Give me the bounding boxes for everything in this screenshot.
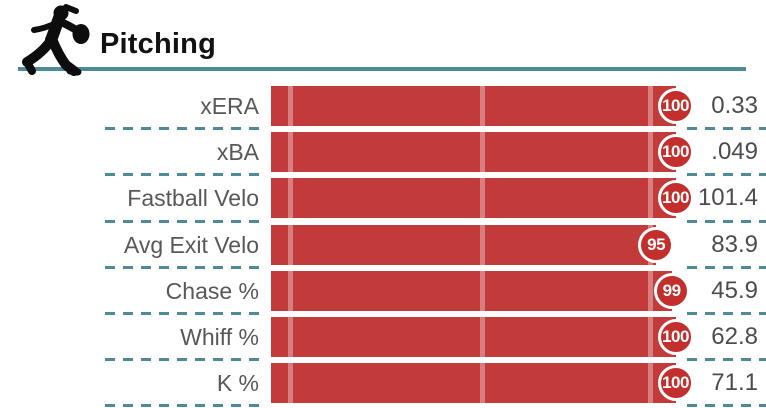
percentile-marker-line (648, 316, 653, 357)
percentile-marker-line (648, 178, 653, 219)
row-separator-dash (687, 311, 766, 315)
row-separator-dash (105, 358, 259, 362)
percentile-rows: xERA 100 0.33 xBA 100 .049 Fastball (0, 83, 766, 408)
stat-value: 62.8 (711, 322, 758, 350)
row-separator-dash (105, 127, 259, 131)
stat-value: .049 (711, 138, 758, 166)
percentile-marker-line (648, 132, 653, 173)
percentile-bar-fill (271, 224, 657, 265)
stat-value: 0.33 (711, 92, 758, 119)
stat-row: xBA 100 .049 (0, 129, 766, 177)
row-separator-dash (105, 173, 259, 177)
percentile-marker-line (480, 270, 485, 311)
stat-label: xBA (216, 139, 259, 166)
stat-label: Chase % (165, 277, 259, 304)
percentile-marker-line (288, 270, 293, 311)
stat-row: xERA 100 0.33 (0, 83, 766, 131)
stat-value: 101.4 (697, 184, 758, 212)
row-separator-dash (687, 265, 766, 269)
percentile-badge[interactable]: 95 (638, 226, 675, 263)
percentile-bar-track: 100 (271, 86, 694, 126)
stat-label: Avg Exit Velo (123, 231, 259, 258)
percentile-bar-track: 100 (271, 178, 694, 219)
percentile-badge[interactable]: 100 (657, 134, 694, 171)
percentile-marker-line (288, 178, 293, 219)
percentile-marker-line (288, 224, 293, 265)
percentile-marker-line (648, 86, 653, 126)
percentile-badge[interactable]: 100 (657, 88, 694, 124)
percentile-bar-track: 100 (271, 132, 694, 173)
percentile-marker-line (480, 363, 485, 404)
row-separator-dash (687, 127, 766, 131)
percentile-bar-track: 100 (271, 316, 694, 357)
percentile-marker-line (480, 224, 485, 265)
percentile-marker-line (288, 363, 293, 404)
stat-row: K % 100 71.1 (0, 360, 766, 408)
section-title: Pitching (100, 28, 216, 60)
percentile-marker-line (648, 363, 653, 404)
row-separator-dash (687, 404, 766, 408)
stat-label: Whiff % (180, 323, 259, 350)
percentile-bar-fill (271, 270, 672, 311)
row-separator-dash (105, 404, 259, 408)
percentile-bar-fill (271, 132, 676, 173)
percentile-badge[interactable]: 100 (657, 365, 694, 402)
stat-value: 45.9 (711, 276, 758, 304)
percentile-marker-line (480, 316, 485, 357)
percentile-bar-fill (271, 86, 676, 126)
percentile-marker-line (480, 86, 485, 126)
percentile-marker-line (288, 316, 293, 357)
stat-row: Avg Exit Velo 95 83.9 (0, 222, 766, 269)
stat-row: Chase % 99 45.9 (0, 268, 766, 315)
header-divider (18, 67, 746, 71)
stat-value: 71.1 (711, 369, 758, 397)
stat-label: Fastball Velo (127, 185, 259, 212)
percentile-marker-line (480, 132, 485, 173)
stat-row: Whiff % 100 62.8 (0, 314, 766, 362)
percentile-marker-line (648, 270, 653, 311)
row-separator-dash (105, 219, 259, 223)
percentile-marker-line (288, 86, 293, 126)
percentile-bar-track: 100 (271, 363, 694, 404)
row-separator-dash (105, 311, 259, 315)
stat-value: 83.9 (711, 230, 758, 258)
percentile-marker-line (288, 132, 293, 173)
row-separator-dash (687, 219, 766, 223)
percentile-bar-fill (271, 316, 676, 357)
row-separator-dash (105, 265, 259, 269)
row-separator-dash (687, 358, 766, 362)
percentile-bar-track: 99 (271, 270, 693, 311)
row-separator-dash (687, 173, 766, 177)
percentile-bar-fill (271, 178, 676, 219)
stat-label: K % (216, 370, 259, 397)
percentile-marker-line (480, 178, 485, 219)
percentile-bar-fill (271, 363, 676, 404)
stat-label: xERA (200, 93, 259, 119)
percentile-badge[interactable]: 100 (657, 180, 694, 217)
percentile-bar-track: 95 (271, 224, 693, 265)
percentile-badge[interactable]: 99 (653, 272, 690, 309)
stat-row: Fastball Velo 100 101.4 (0, 175, 766, 223)
pitcher-icon (22, 4, 90, 76)
percentile-badge[interactable]: 100 (657, 318, 694, 355)
